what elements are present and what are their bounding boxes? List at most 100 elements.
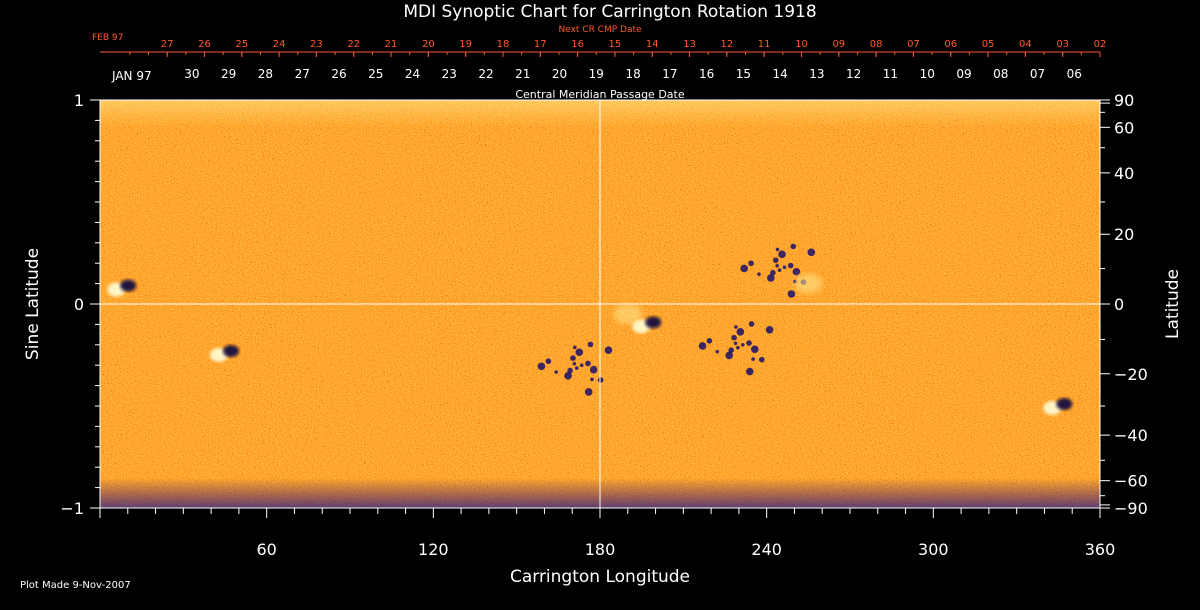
negative-flux-dot [777, 268, 782, 272]
negative-flux-dot [787, 290, 796, 298]
positive-flux-patch [794, 273, 823, 294]
next-cr-date-label: 22 [347, 39, 360, 50]
negative-flux-dot [715, 349, 720, 354]
negative-flux-dot [787, 262, 794, 269]
x-tick-label: 60 [256, 540, 276, 559]
negative-flux-dot [782, 265, 787, 270]
negative-flux-dot [740, 343, 745, 347]
x-tick-label: 120 [418, 540, 449, 559]
negative-flux-dot [746, 340, 752, 346]
cmp-date-label: 18 [625, 67, 640, 81]
negative-flux-dot [733, 341, 738, 346]
negative-flux-dot [570, 355, 576, 361]
negative-flux-dot [757, 272, 761, 276]
cmp-date-label: 22 [478, 67, 493, 81]
negative-flux-dot [775, 263, 779, 268]
next-cr-date-label: 06 [944, 39, 957, 50]
negative-flux-dot [564, 372, 572, 380]
cmp-date-label: 16 [699, 67, 714, 81]
negative-flux-dot [554, 370, 558, 374]
y-right-tick-label: 90 [1114, 91, 1134, 110]
negative-flux-dot [736, 328, 745, 336]
y-right-tick-label: −20 [1114, 365, 1148, 384]
negative-flux-dot [587, 341, 594, 348]
cmp-date-label: 07 [1030, 67, 1045, 81]
negative-flux-dot [584, 388, 593, 396]
next-cr-date-label: 14 [646, 39, 659, 50]
negative-flux-dot [731, 334, 737, 341]
next-cr-date-label: 08 [870, 39, 883, 50]
cmp-date-label: 06 [1067, 67, 1082, 81]
negative-flux-patch [120, 279, 137, 292]
next-cr-date-label: 16 [571, 39, 584, 50]
cmp-date-label: 15 [736, 67, 751, 81]
cmp-date-label: 20 [552, 67, 567, 81]
negative-flux-dot [748, 321, 755, 327]
cmp-date-label: 28 [258, 67, 273, 81]
negative-flux-dot [579, 363, 584, 368]
cmp-date-label: 17 [662, 67, 677, 81]
negative-flux-dot [772, 257, 779, 263]
y-right-tick-label: 20 [1114, 225, 1134, 244]
cmp-date-label: 21 [515, 67, 530, 81]
negative-flux-dot [778, 250, 786, 259]
x-axis: 60 120 180 240 300 360 [99, 508, 1116, 559]
next-cr-date-label: 25 [235, 39, 248, 50]
x-tick-label: 360 [1085, 540, 1116, 559]
next-cr-date-label: 24 [273, 39, 286, 50]
negative-flux-dot [750, 345, 759, 354]
negative-flux-dot [590, 377, 594, 382]
negative-flux-dot [745, 367, 754, 376]
next-cr-date-label: 20 [422, 39, 435, 50]
cmp-date-label: 29 [221, 67, 236, 81]
negative-flux-patch [1056, 398, 1073, 410]
next-cr-date-label: 19 [459, 39, 472, 50]
cmp-date-label: 24 [405, 67, 420, 81]
y-axis-left: 1 0 −1 [60, 91, 100, 518]
next-cr-date-label: 05 [982, 39, 995, 50]
next-cr-date-label: 23 [310, 39, 323, 50]
next-cr-date-label: 12 [720, 39, 733, 50]
next-cr-date-label: 03 [1056, 39, 1069, 50]
negative-flux-patch [645, 316, 662, 329]
cmp-date-label: 11 [883, 67, 898, 81]
cmp-month: JAN 97 [111, 69, 152, 83]
cmp-date-label: 12 [846, 67, 861, 81]
negative-flux-dot [736, 345, 740, 350]
y-right-tick-label: 60 [1114, 118, 1134, 137]
negative-flux-dot [572, 345, 577, 350]
next-cr-date-label: 04 [1019, 39, 1032, 50]
y-right-tick-label: −90 [1114, 499, 1148, 518]
next-cr-date-label: 21 [385, 39, 398, 50]
next-cr-date-label: 15 [609, 39, 622, 50]
negative-flux-dot [589, 365, 598, 374]
next-cr-date-label: 18 [497, 39, 510, 50]
negative-flux-dot [725, 351, 733, 360]
next-cr-ticks: 27 26 25 24 23 22 21 20 19 18 17 16 15 14 13 12 11 10 09 08… [129, 39, 1107, 57]
next-cr-date-label: 13 [683, 39, 696, 50]
cmp-date-label: 09 [956, 67, 971, 81]
next-cr-date-label: 02 [1094, 39, 1107, 50]
negative-flux-dot [597, 377, 604, 383]
y-axis-right: 90 60 40 20 0 −20 −40 −60 −90 [1100, 91, 1148, 518]
negative-flux-dot [567, 367, 573, 374]
negative-flux-dot [751, 357, 755, 361]
cmp-date-label: 08 [993, 67, 1008, 81]
negative-flux-dot [585, 360, 591, 367]
x-axis-label: Carrington Longitude [510, 567, 690, 587]
chart-title: MDI Synoptic Chart for Carrington Rotati… [403, 2, 816, 22]
negative-flux-dot [604, 346, 613, 354]
top-axis-title: Central Meridian Passage Date [515, 88, 684, 101]
negative-flux-dot [765, 325, 774, 334]
negative-flux-dot [545, 358, 552, 364]
y-left-tick-label: 1 [74, 91, 84, 110]
positive-flux-patch [613, 304, 642, 325]
y-left-tick-label: 0 [74, 295, 84, 314]
x-tick-label: 180 [585, 540, 616, 559]
negative-flux-dot [740, 264, 748, 273]
cmp-date-labels: 30 29 28 27 26 25 24 23 22 21 20 19 18 17 16 15 14 13 12 11… [184, 67, 1082, 81]
next-cr-date-label: 27 [161, 39, 174, 50]
negative-flux-dot [537, 362, 546, 371]
x-tick-label: 300 [918, 540, 949, 559]
negative-flux-dot [748, 260, 754, 267]
